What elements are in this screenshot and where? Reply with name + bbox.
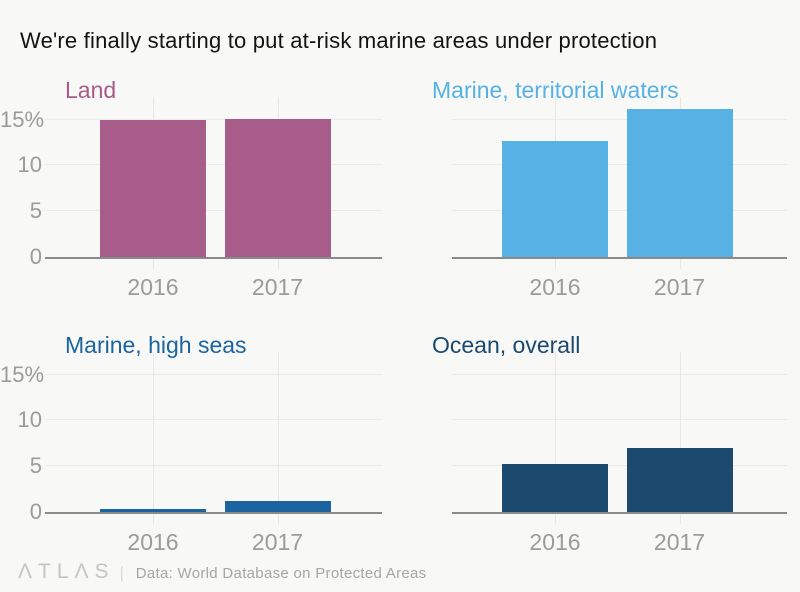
x-tick-label-2017-land: 2017 bbox=[251, 274, 304, 300]
gridline-10-marine-territorial-waters bbox=[452, 164, 787, 166]
y-tick-label-0: 0 bbox=[29, 499, 42, 524]
x-axis-baseline-marine-high-seas bbox=[45, 512, 382, 514]
gridline-5-land bbox=[45, 210, 382, 212]
x-tickline-2016-marine-high-seas bbox=[153, 352, 154, 524]
x-axis-baseline-ocean-overall bbox=[452, 512, 787, 514]
panel-title-land: Land bbox=[65, 77, 117, 104]
bar-2017-marine-high-seas bbox=[224, 501, 331, 512]
gridline-5-ocean-overall bbox=[452, 465, 787, 467]
x-tick-label-2017-marine-territorial-waters: 2017 bbox=[653, 274, 706, 300]
x-tick-label-2017-ocean-overall: 2017 bbox=[653, 529, 706, 555]
chart-panel-marine-territorial: Marine, territorial waters 2016 2017 bbox=[400, 55, 800, 307]
x-tickline-2016-ocean-overall bbox=[555, 352, 556, 524]
bar-2017-marine-territorial-waters bbox=[626, 109, 733, 257]
footer-divider: | bbox=[119, 565, 124, 582]
x-axis-baseline-land bbox=[45, 257, 382, 259]
gridline-15-marine-high-seas bbox=[45, 373, 382, 375]
gridline-10-land bbox=[45, 164, 382, 166]
y-tick-label-15pct: 15% bbox=[0, 106, 45, 132]
atlas-logo: ΛTLΛS bbox=[18, 560, 115, 583]
bar-2016-marine-territorial-waters bbox=[502, 140, 608, 257]
gridline-15-marine-territorial-waters bbox=[452, 118, 787, 120]
y-tick-label-5: 5 bbox=[29, 453, 42, 479]
chart-panel-marine-high-seas: Marine, high seas 0 5 10 15% 2016 2017 bbox=[0, 310, 400, 562]
x-tick-label-2016-marine-territorial-waters: 2016 bbox=[529, 274, 581, 300]
bar-2016-marine-high-seas bbox=[100, 509, 206, 512]
y-tick-label-0: 0 bbox=[29, 244, 42, 269]
bar-2017-ocean-overall bbox=[626, 447, 733, 512]
data-source-label: Data: World Database on Protected Areas bbox=[135, 565, 427, 582]
bar-2016-land bbox=[100, 120, 206, 257]
gridline-10-marine-high-seas bbox=[45, 419, 382, 421]
gridline-5-marine-high-seas bbox=[45, 465, 382, 467]
y-tick-label-10: 10 bbox=[17, 152, 42, 178]
x-tick-label-2016-ocean-overall: 2016 bbox=[529, 529, 581, 555]
x-tickline-2017-marine-high-seas bbox=[277, 352, 279, 524]
attribution-footer: ΛTLΛS | Data: World Database on Protecte… bbox=[18, 560, 426, 584]
panel-title-marine-high-seas: Marine, high seas bbox=[65, 332, 247, 359]
y-tick-label-10: 10 bbox=[17, 407, 42, 433]
gridline-10-ocean-overall bbox=[452, 419, 787, 421]
y-tick-label-5: 5 bbox=[29, 198, 42, 224]
x-tick-label-2017-marine-high-seas: 2017 bbox=[251, 529, 304, 555]
plot-area-ocean-overall: 2016 2017 bbox=[452, 352, 787, 555]
plot-area-marine-high-seas: 2016 2017 bbox=[45, 352, 382, 555]
bar-2017-land bbox=[224, 118, 331, 257]
x-tickline-2017-ocean-overall bbox=[679, 352, 681, 524]
gridline-15-ocean-overall bbox=[452, 373, 787, 375]
bar-2016-ocean-overall bbox=[502, 464, 608, 512]
x-axis-baseline-marine-territorial-waters bbox=[452, 257, 787, 259]
figure-title: We're finally starting to put at-risk ma… bbox=[20, 27, 658, 53]
x-tick-label-2016-land: 2016 bbox=[127, 274, 179, 300]
chart-panel-land: Land 0 5 10 15% 2016 2017 bbox=[0, 55, 400, 307]
plot-area-marine-territorial: 2016 2017 bbox=[452, 97, 787, 300]
gridline-15-land bbox=[45, 118, 382, 120]
x-tick-label-2016-marine-high-seas: 2016 bbox=[127, 529, 179, 555]
gridline-5-marine-territorial-waters bbox=[452, 210, 787, 212]
chart-panel-ocean-overall: Ocean, overall 2016 2017 bbox=[400, 310, 800, 562]
plot-area-land: 2016 2017 bbox=[45, 97, 382, 300]
y-tick-label-15pct: 15% bbox=[0, 361, 45, 387]
